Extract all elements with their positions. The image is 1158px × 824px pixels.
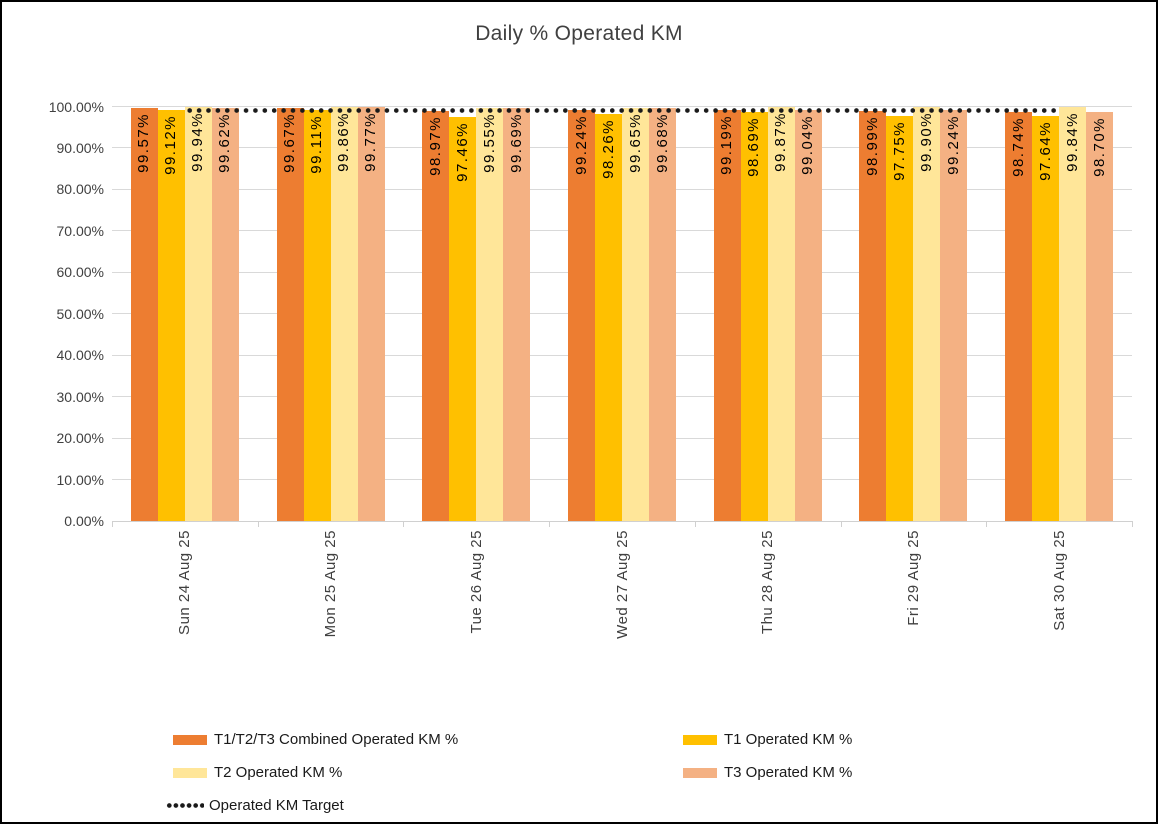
x-axis-tick-mark xyxy=(694,521,696,527)
bar xyxy=(157,110,185,521)
y-axis-tick-label: 40.00% xyxy=(56,347,104,364)
y-axis-tick-label: 10.00% xyxy=(56,471,104,488)
bar-data-label: 98.70% xyxy=(1090,116,1108,177)
bar-data-label: 99.68% xyxy=(653,112,671,173)
x-axis-tick-label: Thu 28 Aug 25 xyxy=(759,530,777,635)
legend-swatch xyxy=(683,768,717,778)
bar-data-label: 97.64% xyxy=(1036,121,1054,182)
bar-data-label: 99.12% xyxy=(162,115,180,176)
bar xyxy=(913,106,941,521)
y-axis-tick-label: 60.00% xyxy=(56,264,104,281)
bar-data-label: 99.84% xyxy=(1063,112,1081,173)
y-axis-tick-label: 100.00% xyxy=(48,98,104,115)
x-axis-tick-label: Sat 30 Aug 25 xyxy=(1050,530,1068,631)
y-axis-tick-label: 50.00% xyxy=(56,305,104,322)
bar xyxy=(303,110,331,521)
bar xyxy=(357,107,385,521)
bar-data-label: 99.19% xyxy=(718,114,736,175)
legend-label: T2 Operated KM % xyxy=(214,764,343,781)
legend-swatch xyxy=(173,768,207,778)
legend-swatch xyxy=(683,735,717,745)
legend-swatch xyxy=(173,735,207,745)
bar xyxy=(859,110,887,521)
bar xyxy=(1059,107,1087,521)
legend-label: T1 Operated KM % xyxy=(724,731,853,748)
bar-data-label: 99.65% xyxy=(626,112,644,173)
bar-data-label: 99.24% xyxy=(572,114,590,175)
bar-data-label: 99.24% xyxy=(944,114,962,175)
x-axis-tick-mark xyxy=(549,521,551,527)
bar xyxy=(740,111,768,521)
x-axis-tick-mark xyxy=(1132,521,1133,527)
chart-title: Daily % Operated KM xyxy=(475,22,683,45)
bar-data-label: 99.94% xyxy=(189,111,207,172)
bar xyxy=(503,107,531,521)
y-axis-tick-label: 90.00% xyxy=(56,139,104,156)
bar-data-label: 99.69% xyxy=(507,112,525,173)
bar-data-label: 98.97% xyxy=(426,115,444,176)
bar xyxy=(449,117,477,521)
bar xyxy=(595,113,622,521)
bar xyxy=(886,115,914,521)
bar xyxy=(767,107,795,521)
bar-data-label: 97.75% xyxy=(890,120,908,181)
x-axis-tick-label: Wed 27 Aug 25 xyxy=(613,530,631,639)
bar-data-label: 99.57% xyxy=(135,113,153,174)
bar xyxy=(184,106,212,521)
bar xyxy=(130,108,158,521)
x-axis-line xyxy=(112,521,1132,522)
bar-data-label: 99.11% xyxy=(308,115,326,174)
bar-data-label: 99.62% xyxy=(216,113,234,173)
y-axis-tick-label: 0.00% xyxy=(64,513,104,529)
x-axis-tick-mark xyxy=(403,521,405,527)
x-axis-tick-label: Sun 24 Aug 25 xyxy=(176,530,194,635)
bar-data-label: 97.46% xyxy=(453,122,471,182)
bar xyxy=(568,109,595,521)
bar xyxy=(476,108,504,521)
x-axis-tick-mark xyxy=(112,521,113,527)
bar xyxy=(1086,111,1114,521)
legend-label: T3 Operated KM % xyxy=(724,764,853,781)
y-axis-tick-label: 30.00% xyxy=(56,388,104,405)
bar-data-label: 98.74% xyxy=(1009,116,1027,177)
x-axis-tick-label: Tue 26 Aug 25 xyxy=(467,530,485,634)
target-line xyxy=(184,108,1060,114)
legend-swatch-dotted-line xyxy=(166,803,204,808)
bar-data-label: 99.04% xyxy=(799,115,817,176)
bar xyxy=(330,107,358,521)
bar xyxy=(794,110,822,521)
x-axis-tick-label: Mon 25 Aug 25 xyxy=(322,530,340,638)
bar xyxy=(422,110,450,521)
x-axis-tick-label: Fri 29 Aug 25 xyxy=(904,530,922,626)
legend-label: Operated KM Target xyxy=(209,797,344,814)
y-axis-tick-label: 70.00% xyxy=(56,222,104,239)
bar xyxy=(1005,111,1033,521)
bar xyxy=(211,108,239,521)
bar-data-label: 99.87% xyxy=(772,112,790,172)
y-axis-tick-label: 80.00% xyxy=(56,181,104,198)
bar-data-label: 99.77% xyxy=(362,112,380,173)
bar xyxy=(713,109,741,521)
bar-data-label: 99.67% xyxy=(281,112,299,173)
x-axis-tick-mark xyxy=(257,521,259,527)
bar xyxy=(622,107,649,521)
gridline xyxy=(112,106,1132,107)
x-axis-tick-mark xyxy=(840,521,842,527)
bar-data-label: 98.26% xyxy=(599,118,617,179)
bar-data-label: 99.55% xyxy=(480,113,498,174)
bar xyxy=(276,107,304,521)
y-axis-tick-label: 20.00% xyxy=(56,430,104,447)
bar-data-label: 99.86% xyxy=(335,112,353,172)
bar-data-label: 98.99% xyxy=(863,115,881,176)
bar xyxy=(1032,116,1060,521)
bar-data-label: 98.69% xyxy=(745,116,763,177)
bar xyxy=(940,109,968,521)
legend-label: T1/T2/T3 Combined Operated KM % xyxy=(214,731,459,748)
bar xyxy=(649,107,676,521)
x-axis-tick-mark xyxy=(986,521,988,527)
bar-data-label: 99.90% xyxy=(917,111,935,172)
